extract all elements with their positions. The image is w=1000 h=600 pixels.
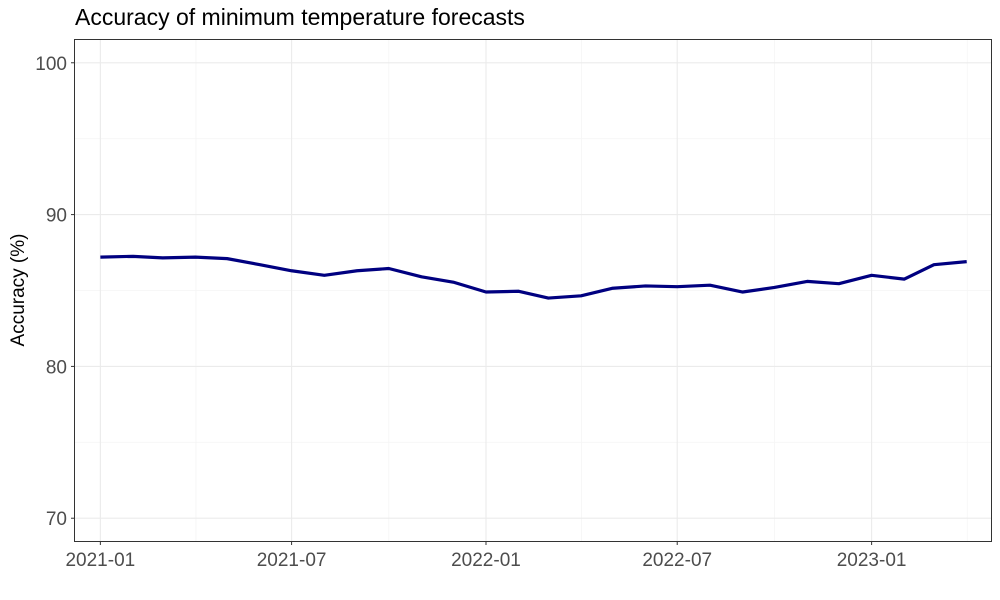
plot-border bbox=[74, 39, 992, 542]
x-tick-label: 2022-01 bbox=[451, 550, 521, 571]
x-axis: 2021-01 2021-07 2022-01 2022-07 2023-01 bbox=[65, 541, 906, 571]
y-axis-title: Accuracy (%) bbox=[8, 234, 29, 347]
chart-title: Accuracy of minimum temperature forecast… bbox=[75, 4, 525, 30]
series-line bbox=[100, 254, 967, 300]
x-tick-label: 2021-07 bbox=[257, 550, 327, 571]
y-tick-label: 100 bbox=[35, 54, 67, 75]
x-tick-label: 2023-01 bbox=[837, 550, 907, 571]
y-tick-label: 90 bbox=[46, 206, 67, 227]
x-tick-label: 2021-01 bbox=[65, 550, 135, 571]
y-axis: 70 80 90 100 bbox=[35, 54, 75, 530]
y-tick-label: 70 bbox=[46, 509, 67, 530]
y-tick-label: 80 bbox=[46, 357, 67, 378]
minor-gridlines bbox=[75, 40, 991, 541]
x-tick-label: 2022-07 bbox=[642, 550, 712, 571]
major-gridlines bbox=[75, 40, 991, 541]
